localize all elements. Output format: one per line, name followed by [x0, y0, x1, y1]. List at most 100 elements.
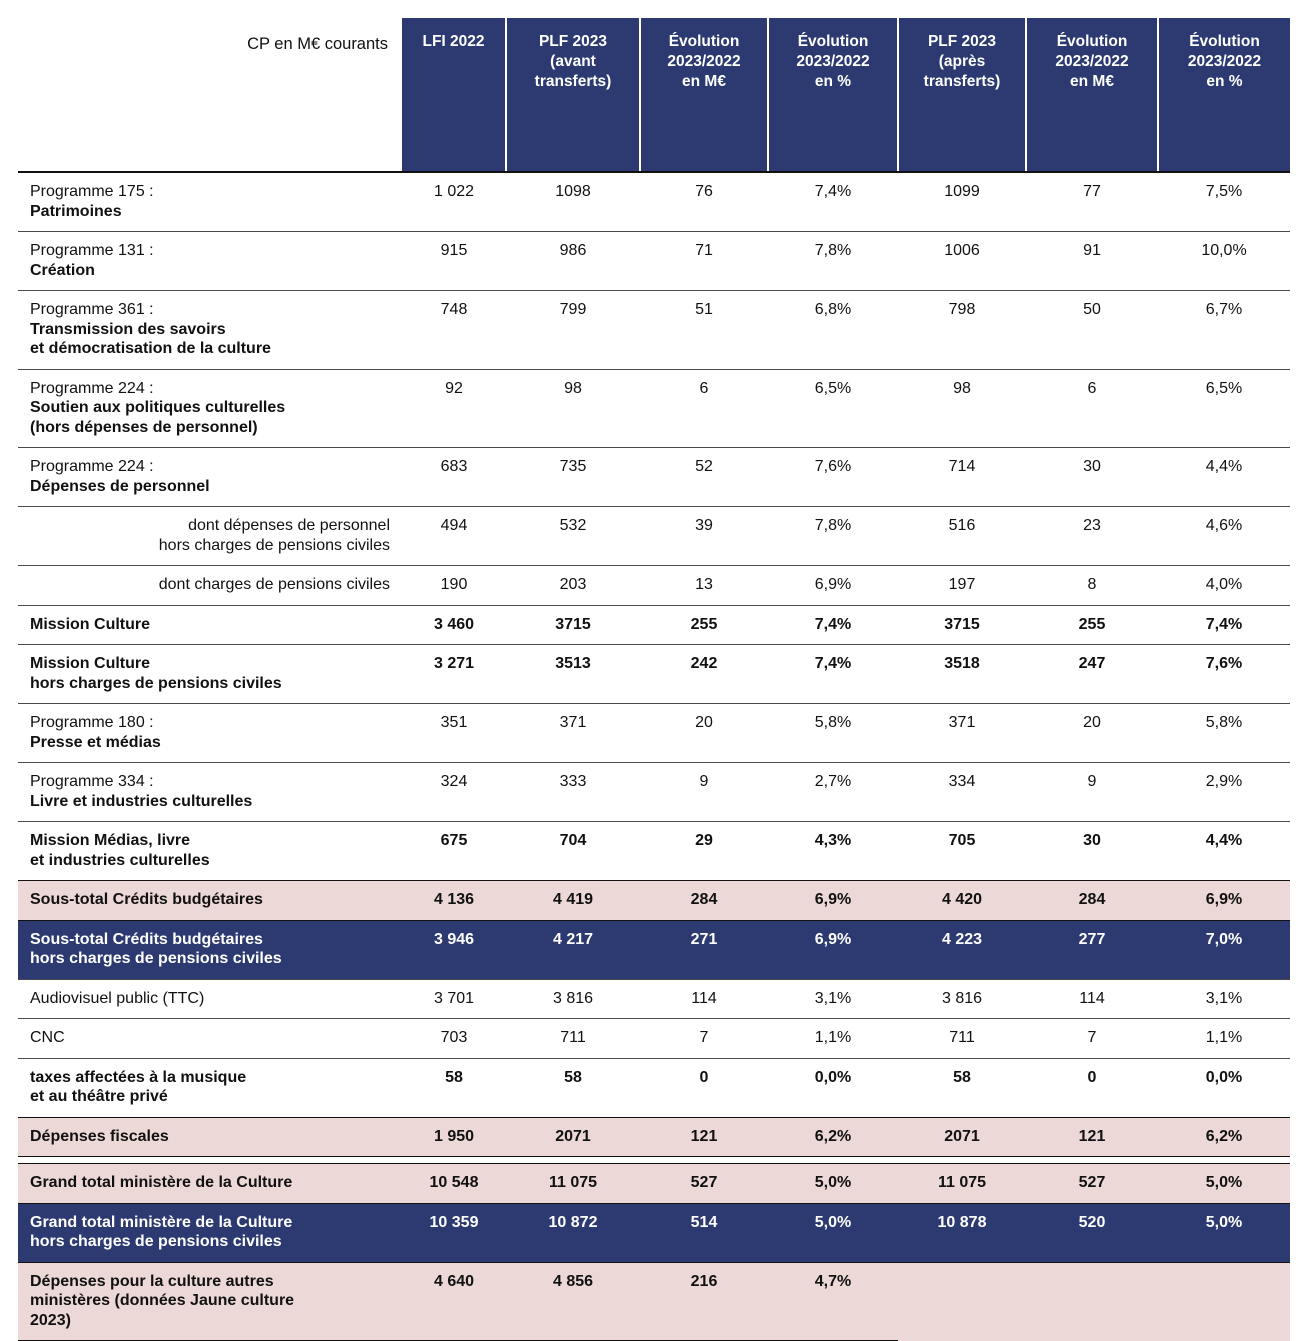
value-cell: 703	[402, 1018, 506, 1058]
value-cell: 10,0%	[1158, 231, 1290, 291]
value-cell: 1098	[506, 171, 640, 232]
value-cell: 915	[402, 231, 506, 291]
value-cell: 121	[640, 1116, 768, 1157]
value-cell: 4,4%	[1158, 447, 1290, 507]
value-cell: 351	[402, 703, 506, 763]
value-cell: 7,4%	[768, 644, 898, 704]
row-label-name: Soutien aux politiques culturelles (hors…	[30, 399, 286, 436]
value-cell: 6,9%	[768, 880, 898, 920]
value-cell: 0	[1026, 1057, 1158, 1117]
value-cell: 0,0%	[768, 1057, 898, 1117]
value-cell: 683	[402, 447, 506, 507]
value-cell: 532	[506, 506, 640, 566]
value-cell: 58	[402, 1057, 506, 1117]
value-cell: 3 816	[506, 978, 640, 1019]
value-cell: 2,7%	[768, 762, 898, 822]
value-cell: 6,9%	[768, 919, 898, 979]
value-cell: 58	[898, 1057, 1026, 1117]
row-label: Dépenses pour la culture autres ministèr…	[18, 1261, 402, 1341]
table-row: CNC 703 711 7 1,1% 711 7 1,1%	[18, 1018, 1290, 1058]
value-cell: 3 816	[898, 978, 1026, 1019]
value-cell: 1099	[898, 171, 1026, 232]
row-label: Mission Médias, livre et industries cult…	[18, 821, 402, 881]
value-cell: 711	[898, 1018, 1026, 1058]
value-cell: 92	[402, 368, 506, 448]
table-row: Audiovisuel public (TTC) 3 701 3 816 114 3,1…	[18, 978, 1290, 1019]
row-label-name: Sous-total Crédits budgétaires	[30, 891, 263, 908]
row-label: Programme 175 : Patrimoines	[18, 171, 402, 232]
value-cell: 799	[506, 290, 640, 369]
value-cell: 6	[640, 368, 768, 448]
row-label: Programme 131 : Création	[18, 231, 402, 291]
value-cell: 7,8%	[768, 231, 898, 291]
row-label-name: Sous-total Crédits budgétaires hors char…	[30, 930, 282, 968]
table-row: Programme 175 : Patrimoines 1 022 1098 76 7,4…	[18, 171, 1290, 232]
table-row: Programme 334 : Livre et industries cultu…	[18, 762, 1290, 822]
value-cell: 4,4%	[1158, 821, 1290, 881]
value-cell: 3 701	[402, 978, 506, 1019]
row-label-text: Audiovisuel public (TTC)	[30, 989, 205, 1007]
value-cell: 1006	[898, 231, 1026, 291]
value-cell: 7,4%	[768, 171, 898, 232]
value-cell: 7	[1026, 1018, 1158, 1058]
value-cell: 1 950	[402, 1116, 506, 1157]
value-cell: 284	[1026, 880, 1158, 920]
row-label-name: Mission Culture	[30, 615, 151, 633]
value-cell: 5,8%	[1158, 703, 1290, 763]
value-cell: 5,0%	[1158, 1202, 1290, 1262]
value-cell: 6,8%	[768, 290, 898, 369]
row-label: Audiovisuel public (TTC)	[18, 978, 402, 1019]
table-row: Programme 224 : Dépenses de personnel 683 7…	[18, 447, 1290, 507]
table-row: Mission Médias, livre et industries cult…	[18, 821, 1290, 881]
value-cell: 4 856	[506, 1261, 640, 1341]
row-label-text: Programme 131 :	[30, 242, 154, 259]
corner-label: CP en M€ courants	[18, 18, 402, 173]
value-cell: 20	[640, 703, 768, 763]
table-row: Mission Culture hors charges de pensions…	[18, 644, 1290, 704]
value-cell: 71	[640, 231, 768, 291]
value-cell: 2071	[506, 1116, 640, 1157]
table-row: Programme 180 : Presse et médias 351 371 20 5…	[18, 703, 1290, 763]
row-label-text: dont charges de pensions civiles	[158, 576, 390, 593]
table-row: Dépenses pour la culture autres ministèr…	[18, 1261, 1290, 1341]
value-cell: 50	[1026, 290, 1158, 369]
value-cell: 121	[1026, 1116, 1158, 1157]
budget-table: CP en M€ courants LFI 2022 PLF 2023 (avan…	[18, 18, 1290, 1341]
value-cell: 2,9%	[1158, 762, 1290, 822]
value-cell: 91	[1026, 231, 1158, 291]
value-cell: 6,9%	[768, 565, 898, 605]
value-cell: 6,2%	[768, 1116, 898, 1157]
value-cell: 5,0%	[1158, 1163, 1290, 1203]
row-label-name: Création	[30, 261, 95, 279]
row-label-name: Presse et médias	[30, 733, 161, 751]
row-label-text: Programme 175 :	[30, 183, 154, 200]
value-cell: 4 223	[898, 919, 1026, 979]
value-cell: 5,0%	[768, 1163, 898, 1203]
value-cell: 6,9%	[1158, 880, 1290, 920]
row-label-name: Dépenses pour la culture autres ministèr…	[30, 1272, 295, 1329]
value-cell: 705	[898, 821, 1026, 881]
value-cell: 516	[898, 506, 1026, 566]
value-cell: 30	[1026, 821, 1158, 881]
table-row: taxes affectées à la musique et au théât…	[18, 1057, 1290, 1117]
row-label: Grand total ministère de la Culture hors…	[18, 1202, 402, 1262]
row-label-text: Programme 224 :	[30, 458, 154, 475]
table-row: Grand total ministère de la Culture hors…	[18, 1202, 1290, 1262]
value-cell: 798	[898, 290, 1026, 369]
value-cell: 23	[1026, 506, 1158, 566]
value-cell: 76	[640, 171, 768, 232]
value-cell: 527	[1026, 1163, 1158, 1203]
empty-cell	[1158, 1261, 1290, 1341]
empty-cell	[1026, 1261, 1158, 1341]
value-cell: 675	[402, 821, 506, 881]
row-label-text: Programme 334 :	[30, 773, 154, 790]
value-cell: 10 359	[402, 1202, 506, 1262]
value-cell: 190	[402, 565, 506, 605]
value-cell: 52	[640, 447, 768, 507]
value-cell: 7,6%	[1158, 644, 1290, 704]
row-label: taxes affectées à la musique et au théât…	[18, 1057, 402, 1117]
value-cell: 10 878	[898, 1202, 1026, 1262]
value-cell: 711	[506, 1018, 640, 1058]
value-cell: 114	[640, 978, 768, 1019]
row-label-name: taxes affectées à la musique et au théât…	[30, 1068, 247, 1106]
